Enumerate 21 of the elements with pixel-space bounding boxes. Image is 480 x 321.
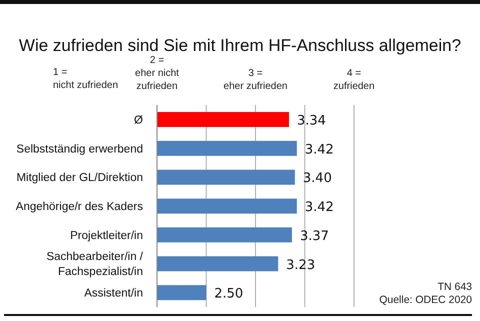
text: 1 = nicht zufrieden — [53, 66, 118, 92]
y-tick-label: Sachbearbeiter/in / Fachspezialist/in — [46, 251, 144, 278]
y-tick-label: Projektleiter/in — [70, 230, 143, 242]
data-label: 3.34 — [296, 114, 326, 128]
text: TN 643 — [436, 281, 472, 294]
source-note: Quelle: ODEC 2020 — [379, 294, 472, 307]
data-label: 2.50 — [214, 286, 244, 302]
x-tick-label: 3 = eher zufrieden — [224, 68, 288, 92]
y-tick-label: Mitglied der GL/Direktion — [16, 172, 143, 184]
data-label: 3.23 — [286, 258, 316, 273]
data-label: 3.42 — [304, 142, 334, 158]
data-label: 3.40 — [302, 171, 332, 186]
y-tick-label: Angehörige/r des Kaders — [16, 201, 144, 213]
x-tick-label: 4 = zufrieden — [333, 68, 375, 92]
data-label: 3.37 — [300, 228, 329, 244]
data-label: 3.42 — [304, 200, 334, 216]
y-tick-label: Ø — [134, 114, 144, 126]
y-tick-label: Assistent/in — [84, 288, 143, 300]
x-tick-label: 2 = eher nicht zufrieden — [135, 55, 180, 92]
chart-title: Wie zufrieden sind Sie mit Ihrem HF-Anschluss allgemein? — [18, 36, 462, 56]
y-tick-label: Selbstständig erwerbend — [16, 143, 143, 156]
